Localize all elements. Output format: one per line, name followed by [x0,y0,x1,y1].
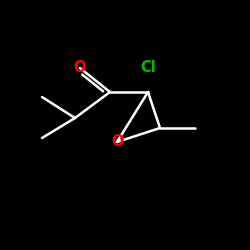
Text: O: O [74,60,86,76]
Text: O: O [111,134,123,150]
Text: Cl: Cl [140,60,156,76]
